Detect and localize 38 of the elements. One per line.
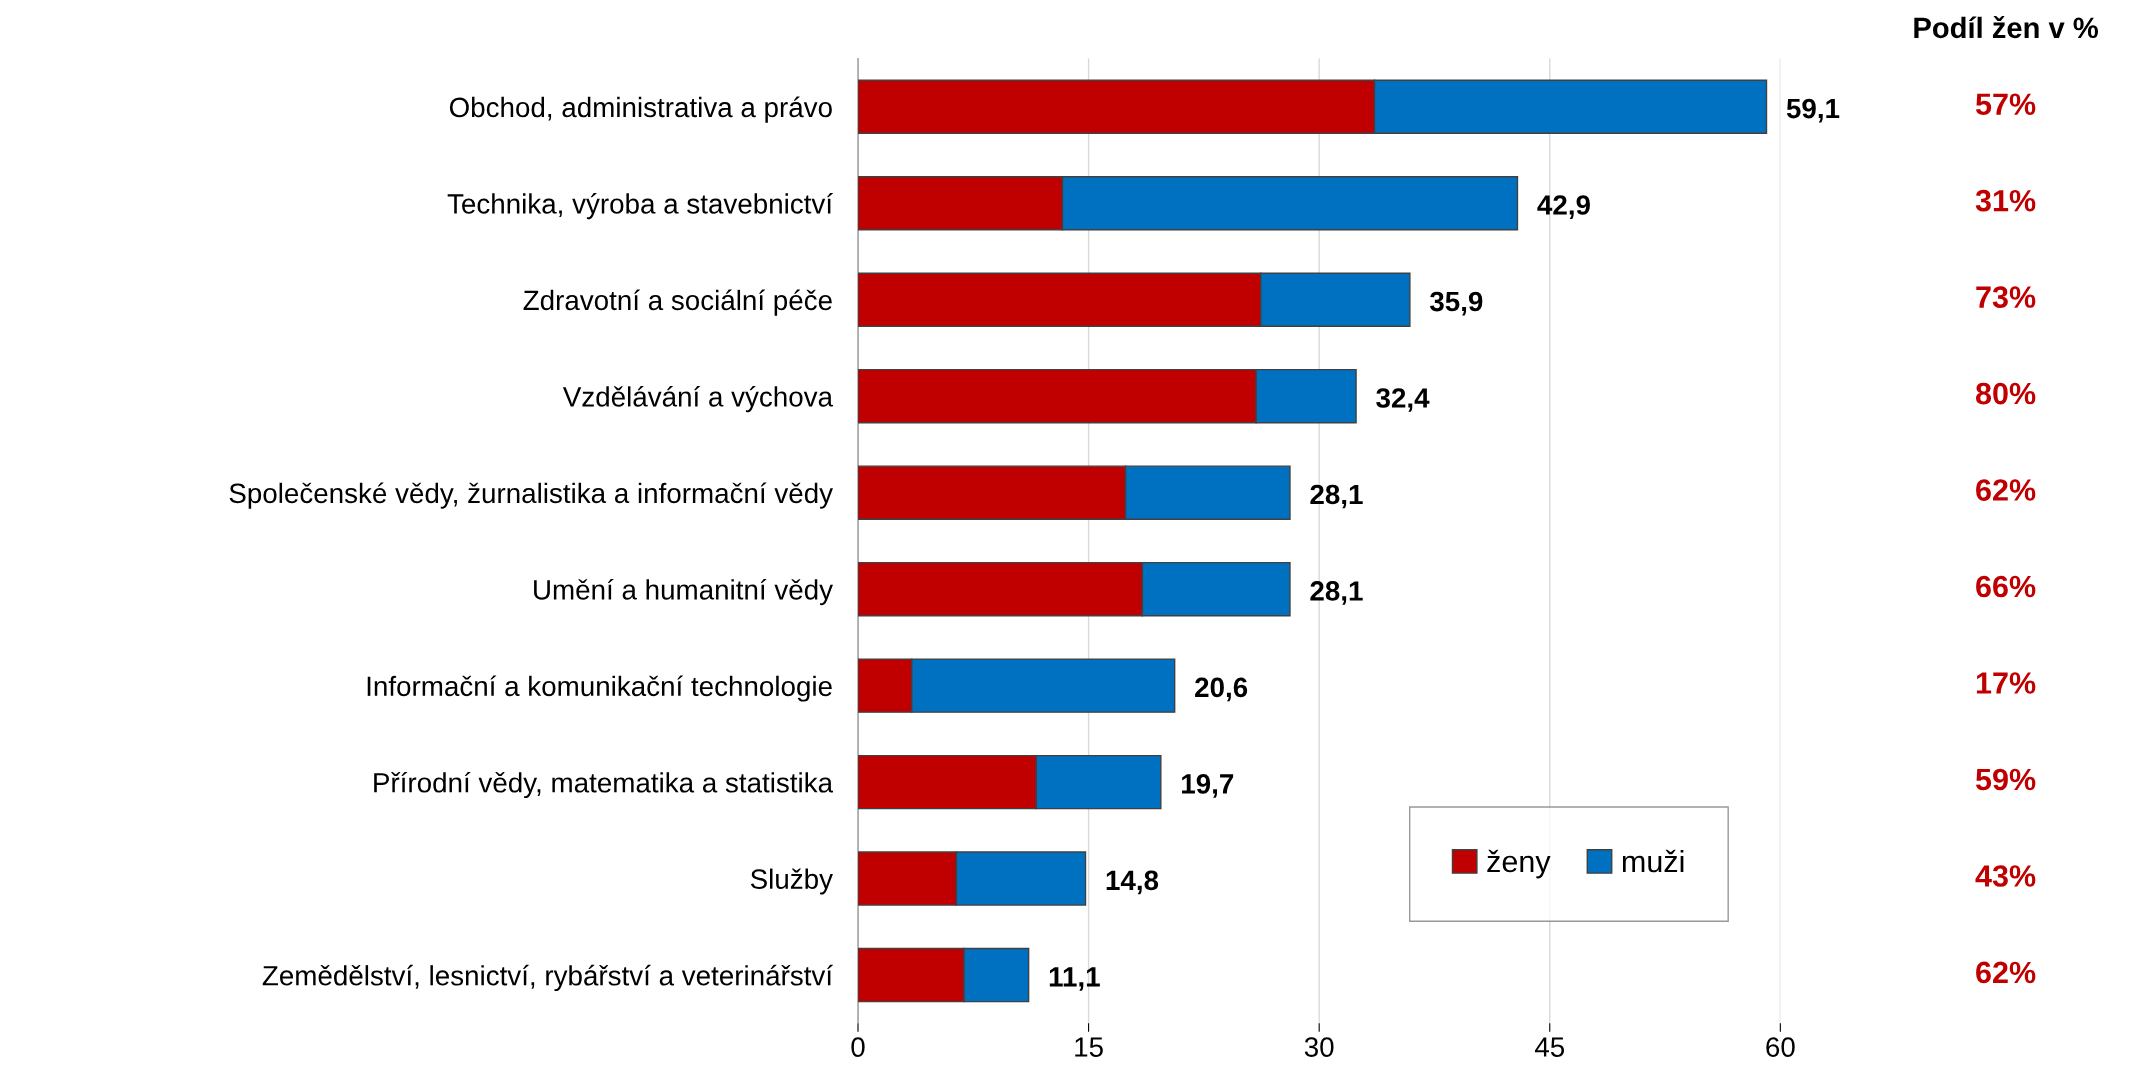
y-tick-label: Vzdělávání a výchova — [562, 385, 834, 413]
x-tick-label: 0 — [851, 1037, 865, 1057]
text: 59% — [1975, 768, 2036, 791]
total-label: 28,1 — [1310, 484, 1363, 509]
text: 62% — [1976, 479, 2036, 501]
legend-label: muži — [1622, 849, 1684, 873]
total-label: 42,9 — [1537, 195, 1590, 219]
x-tick-label: 15 — [1075, 1037, 1103, 1057]
y-tick-label: Umění a humanitní vědy — [534, 578, 833, 606]
text: 80% — [1975, 382, 2036, 405]
x-tick-label: 60 — [1766, 1037, 1795, 1057]
text: 57% — [1975, 93, 2036, 115]
total-label: 19,7 — [1182, 774, 1234, 798]
y-tick-label: Obchod, administrativa a právo — [449, 96, 832, 123]
y-tick-label: Přírodní vědy, matematika a statistika — [374, 771, 834, 799]
total-label: 11,1 — [1049, 967, 1100, 991]
total-label: 14,8 — [1106, 870, 1159, 895]
x-tick-label: 30 — [1304, 1037, 1334, 1057]
legend-label: ženy — [1487, 849, 1551, 879]
text: 73% — [1976, 286, 2036, 308]
y-tick-label: Služby — [750, 868, 833, 895]
total-label: 35,9 — [1429, 291, 1483, 316]
text: 66% — [1976, 575, 2036, 598]
text: 62% — [1976, 961, 2036, 984]
y-tick-label: Společenské vědy, žurnalistika a informační vědy — [229, 482, 833, 509]
total-label: 32,4 — [1376, 388, 1430, 412]
total-label: 59,1 — [1786, 98, 1840, 123]
y-tick-label: Zemědělství, lesnictví, rybářství a veterinářství — [262, 964, 833, 992]
y-tick-label: Informační a komunikační technologie — [367, 675, 832, 702]
y-tick-label: Zdravotní a sociální péče — [523, 289, 832, 316]
text: Podíl žen v % — [1914, 16, 2098, 39]
text: 43% — [1975, 865, 2036, 887]
text: 17% — [1976, 672, 2036, 694]
x-tick-label: 45 — [1534, 1037, 1565, 1057]
text: 31% — [1975, 189, 2036, 212]
total-label: 28,1 — [1310, 581, 1363, 605]
total-label: 20,6 — [1195, 677, 1248, 702]
y-tick-label: Technika, výroba a stavebnictví — [447, 193, 833, 220]
